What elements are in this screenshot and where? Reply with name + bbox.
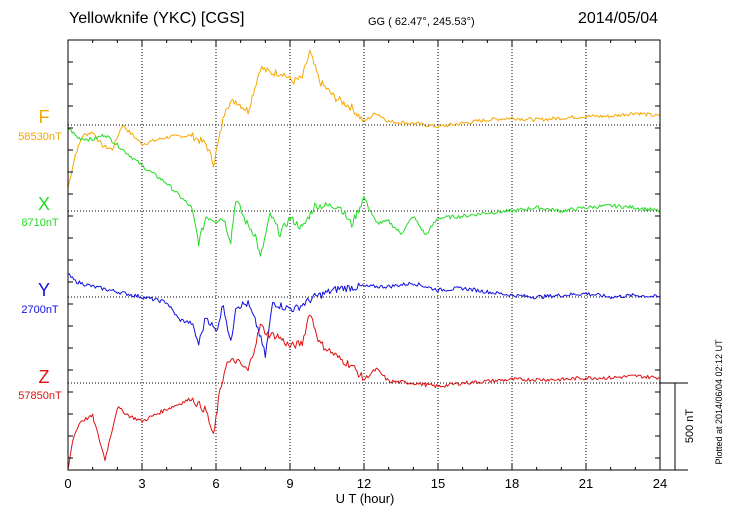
station-title: Yellowknife (YKC) [CGS] [69, 10, 245, 27]
x-tick-label: 6 [212, 476, 219, 491]
series-line-x [67, 127, 661, 257]
axis-ticks: 0 3 6 9 12 15 18 21 24 [64, 39, 667, 491]
plot-date: 2014/05/04 [578, 10, 659, 27]
series-line-f [67, 49, 661, 188]
x-tick-label: 24 [653, 476, 667, 491]
scale-bar-label: 500 nT [684, 409, 696, 444]
channel-x-baseline: 8710nT [21, 217, 59, 229]
series-line-z [67, 314, 661, 470]
station-coordinates: GG ( 62.47°, 245.53°) [368, 16, 475, 28]
channel-y-baseline: 2700nT [21, 304, 59, 316]
x-tick-label: 12 [357, 476, 371, 491]
x-axis-label: U T (hour) [336, 491, 395, 506]
x-tick-label: 18 [505, 476, 519, 491]
series-lines [67, 49, 661, 470]
channel-f-baseline: 58530nT [18, 131, 62, 143]
grid-lines [141, 40, 587, 470]
channel-x-label: X [37, 194, 50, 214]
channel-y-label: Y [37, 280, 50, 300]
scale-bar: 500 nT [660, 382, 696, 471]
series-line-y [67, 273, 661, 358]
x-tick-label: 9 [286, 476, 293, 491]
plotted-timestamp: Plotted at 2014/06/04 02:12 UT [714, 339, 724, 465]
x-tick-label: 21 [579, 476, 593, 491]
x-tick-label: 3 [138, 476, 145, 491]
channel-f-label: F [38, 107, 50, 127]
channel-z-label: Z [38, 367, 50, 387]
channel-z-baseline: 57850nT [18, 390, 62, 402]
plot-frame [67, 39, 661, 471]
x-tick-label: 15 [431, 476, 445, 491]
x-tick-label: 0 [64, 476, 71, 491]
